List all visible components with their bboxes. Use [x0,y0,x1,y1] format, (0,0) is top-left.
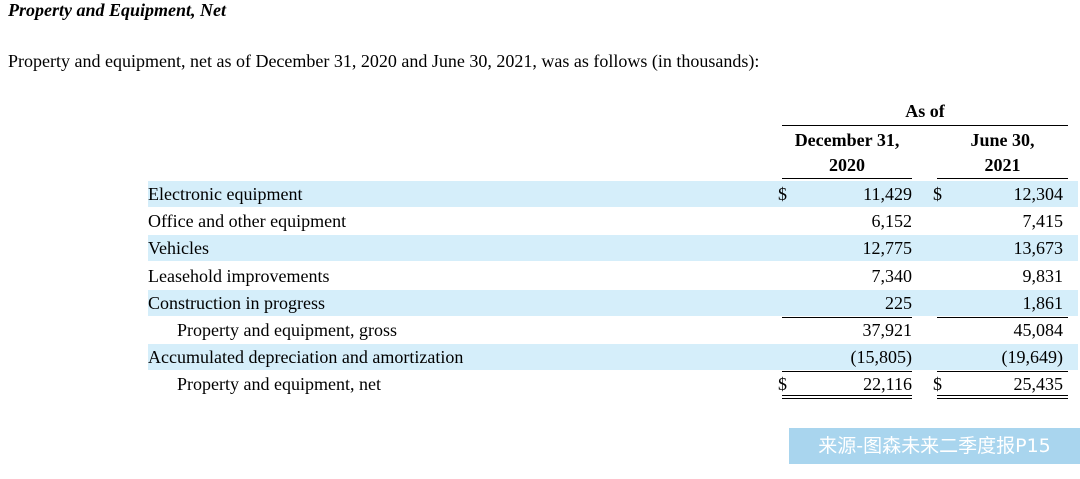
rule [782,317,912,318]
currency: $ [778,184,787,204]
rule [782,395,912,400]
cell-value: 37,921 [862,320,913,340]
rule [937,178,1068,179]
cell-value: 45,084 [1013,320,1064,340]
column-header: 2020 [829,155,865,175]
cell-value: 9,831 [1022,265,1064,286]
cell-value: 22,116 [863,374,912,395]
cell-value: 6,152 [871,211,913,232]
rule [937,317,1068,318]
row-label: Property and equipment, gross [177,320,397,340]
currency: $ [778,374,787,395]
table-row: Property and equipment, gross 37,921 45,08… [148,317,1078,343]
cell-value: 11,429 [863,184,912,204]
column-header: December 31, [794,130,900,150]
table-row: Office and other equipment 6,152 7,415 [148,208,1078,234]
table-row: Property and equipment, net $22,116 $25,43… [148,371,1078,400]
heading: Property and Equipment, Net [8,0,227,20]
table-row: Construction in progress 225 1,861 [148,289,1078,316]
table-row: Leasehold improvements 7,340 9,831 [148,263,1078,289]
row-label: Property and equipment, net [177,374,381,395]
cell-value: 13,673 [1013,238,1064,259]
cell-value: 7,415 [1022,211,1064,232]
table-row: Accumulated depreciation and amortizatio… [148,344,1078,371]
watermark: 来源-图森未来二季度报P15 [789,428,1080,464]
rule [782,125,1068,126]
cell-value: 7,340 [871,265,913,286]
column-header: June 30, [970,130,1035,150]
group-header: As of [905,101,945,121]
row-label: Accumulated depreciation and amortizatio… [148,347,464,368]
row-label: Construction in progress [148,292,325,313]
table-row: Vehicles 12,775 13,673 [148,235,1078,262]
rule [782,178,912,179]
row-label: Office and other equipment [148,211,347,232]
cell-value: 12,304 [1013,184,1064,204]
cell-value: (15,805) [850,347,913,368]
cell-value: 25,435 [1013,374,1064,395]
currency: $ [933,374,942,395]
cell-value: 12,775 [862,238,913,259]
rule [937,371,1068,373]
column-header: 2021 [984,155,1021,175]
row-label: Electronic equipment [148,184,303,204]
rule [782,371,912,373]
cell-value: (19,649) [1001,347,1064,368]
row-label: Leasehold improvements [148,265,330,286]
table-row: Electronic equipment $11,429 $12,304 [148,181,1078,207]
intro: Property and equipment, net as of Decemb… [8,51,760,71]
cell-value: 1,861 [1022,292,1064,313]
currency: $ [933,184,942,204]
rule [937,395,1068,400]
cell-value: 225 [885,292,912,313]
row-label: Vehicles [148,238,209,259]
